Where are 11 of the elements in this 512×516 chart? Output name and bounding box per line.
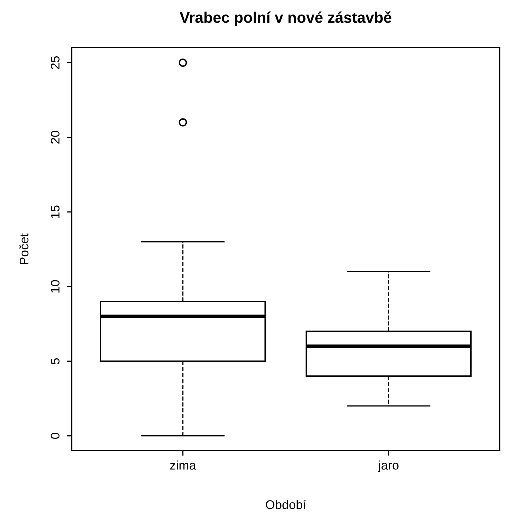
x-axis-title: Období: [266, 500, 306, 510]
x-tick-label: zima: [170, 460, 196, 470]
y-tick-label: 10: [50, 280, 60, 293]
y-axis-title: Počet: [19, 234, 29, 264]
y-tick-label: 5: [51, 358, 60, 364]
y-tick-label: 20: [50, 131, 60, 144]
y-tick-label: 0: [50, 433, 60, 440]
y-tick-label: 25: [50, 56, 60, 70]
y-tick-label: 15: [51, 206, 60, 218]
x-tick-label: jaro: [378, 460, 399, 472]
chart-title: Vrabec polní v nové zástavbě: [180, 12, 392, 26]
